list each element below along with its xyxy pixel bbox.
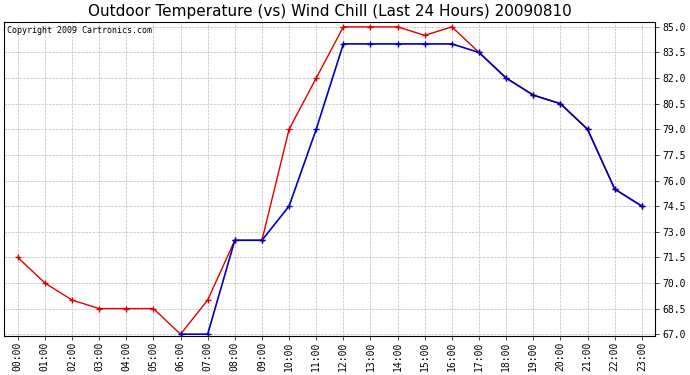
Text: Copyright 2009 Cartronics.com: Copyright 2009 Cartronics.com	[8, 26, 152, 35]
Title: Outdoor Temperature (vs) Wind Chill (Last 24 Hours) 20090810: Outdoor Temperature (vs) Wind Chill (Las…	[88, 4, 571, 19]
